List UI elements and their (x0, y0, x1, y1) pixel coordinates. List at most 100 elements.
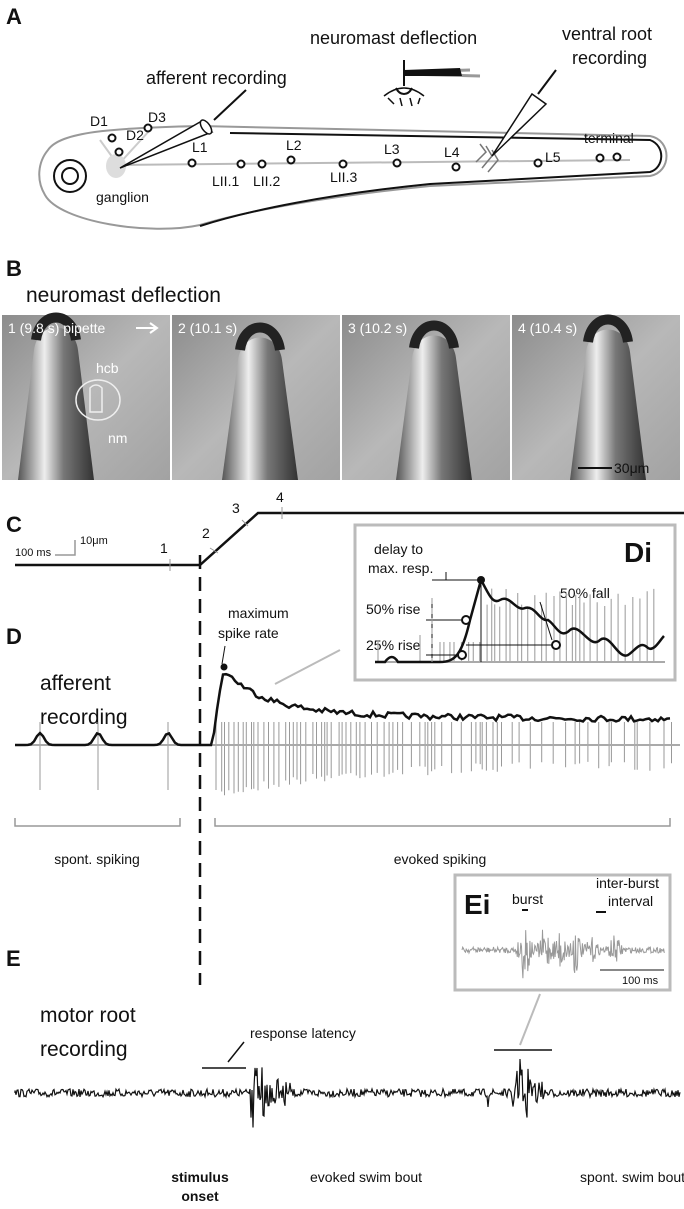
step-label: 4 (276, 489, 284, 505)
title: neuromast deflection (26, 284, 221, 307)
label: neuromast deflection (310, 28, 477, 48)
markers (522, 909, 606, 913)
label: ganglion (96, 189, 149, 205)
label: inter-burst (596, 875, 659, 891)
fish-outline (38, 124, 668, 230)
pipette-shadow (583, 314, 633, 344)
pipette-shadow (409, 320, 459, 350)
arrow (136, 322, 159, 334)
marker (551, 640, 561, 650)
deflection-icon (383, 60, 481, 107)
panel-label: E (6, 946, 21, 971)
label: evoked spiking (394, 851, 487, 867)
pipette (570, 329, 646, 480)
step-label: 1 (160, 540, 168, 556)
step-ticks (169, 507, 283, 571)
label: LII.2 (253, 173, 280, 189)
inset-connector (519, 993, 541, 1046)
label: recording (572, 48, 647, 68)
neuromasts (107, 123, 622, 172)
ganglion-shape (106, 154, 126, 178)
label: nm (108, 430, 127, 446)
marker (457, 650, 467, 660)
fish-edge (199, 132, 663, 227)
pipette-shadow (31, 312, 81, 342)
panel-label: B (6, 256, 22, 281)
panel-c: C 100 ms 10μm 1 2 3 4 (6, 489, 684, 571)
label: L2 (286, 137, 302, 153)
step-label: 2 (202, 525, 210, 541)
scale-label: 100 ms (15, 547, 52, 559)
title: afferent (40, 672, 111, 695)
spikes (39, 722, 672, 796)
panel-di: Di delay to max. resp. 50% rise 25% rise… (353, 523, 677, 682)
label: LII.1 (212, 173, 239, 189)
label: spont. spiking (54, 851, 140, 867)
root-pipette (491, 92, 548, 157)
step-label: 3 (232, 500, 240, 516)
brackets (14, 818, 671, 827)
marker (461, 615, 471, 625)
scale-label: 100 ms (622, 975, 659, 987)
frame-label: 4 (10.4 s) (518, 320, 577, 336)
label: L3 (384, 141, 400, 157)
label: terminal (584, 130, 634, 146)
inset-box (453, 873, 672, 992)
label: D1 (90, 113, 108, 129)
frame-label: 3 (10.2 s) (348, 320, 407, 336)
frame-label: 1 (9.8 s) pipette (8, 320, 105, 336)
nm-outline (75, 379, 121, 421)
label: afferent recording (146, 68, 287, 88)
panel-ei: Ei burst inter-burst interval 100 ms (453, 873, 672, 1046)
label: response latency (250, 1025, 356, 1041)
label: L5 (545, 149, 561, 165)
label: LII.3 (330, 169, 357, 185)
panel-label: D (6, 624, 22, 649)
label: interval (608, 893, 653, 909)
label: onset (181, 1188, 219, 1204)
pipette (396, 335, 472, 480)
rate-curve (15, 672, 671, 747)
frame-label: 2 (10.1 s) (178, 320, 237, 336)
label: D3 (148, 109, 166, 125)
peak-dot (477, 576, 485, 584)
title: motor root (40, 1004, 136, 1027)
title: recording (40, 1038, 128, 1061)
label: D2 (126, 127, 144, 143)
eye (61, 167, 79, 185)
label: max. resp. (368, 560, 433, 576)
label: hcb (96, 360, 119, 376)
label: 25% rise (366, 637, 421, 653)
panel-label: Ei (464, 889, 490, 920)
eye (53, 159, 87, 193)
panel-label: C (6, 512, 22, 537)
muscle-chevrons (475, 143, 499, 173)
label: 50% fall (560, 585, 610, 601)
label: 50% rise (366, 601, 421, 617)
label: burst (512, 891, 543, 907)
pipette-lead (213, 89, 247, 121)
label: evoked swim bout (310, 1169, 422, 1185)
label: maximum (228, 605, 289, 621)
latency-marker (202, 1041, 246, 1069)
panel-d: D afferent recording maximum spike rate … (6, 605, 680, 867)
inset-trace (461, 929, 665, 979)
lateral-nerve (119, 159, 631, 166)
pipette-end (199, 119, 213, 135)
pipette-lead (537, 69, 557, 95)
label: L1 (192, 139, 208, 155)
pipette (18, 327, 94, 480)
panel-label: A (6, 4, 22, 29)
label: stimulus (171, 1169, 229, 1185)
inset-connector (274, 649, 341, 685)
pointer (221, 645, 226, 665)
stimulus-trace (15, 511, 684, 567)
hcb-outline (89, 384, 103, 413)
pipette (222, 337, 298, 480)
label: spont. swim bout (580, 1169, 684, 1185)
pipette-shadow (235, 322, 285, 352)
label: L4 (444, 144, 460, 160)
label: delay to (374, 541, 423, 557)
panel-label: Di (624, 537, 652, 568)
